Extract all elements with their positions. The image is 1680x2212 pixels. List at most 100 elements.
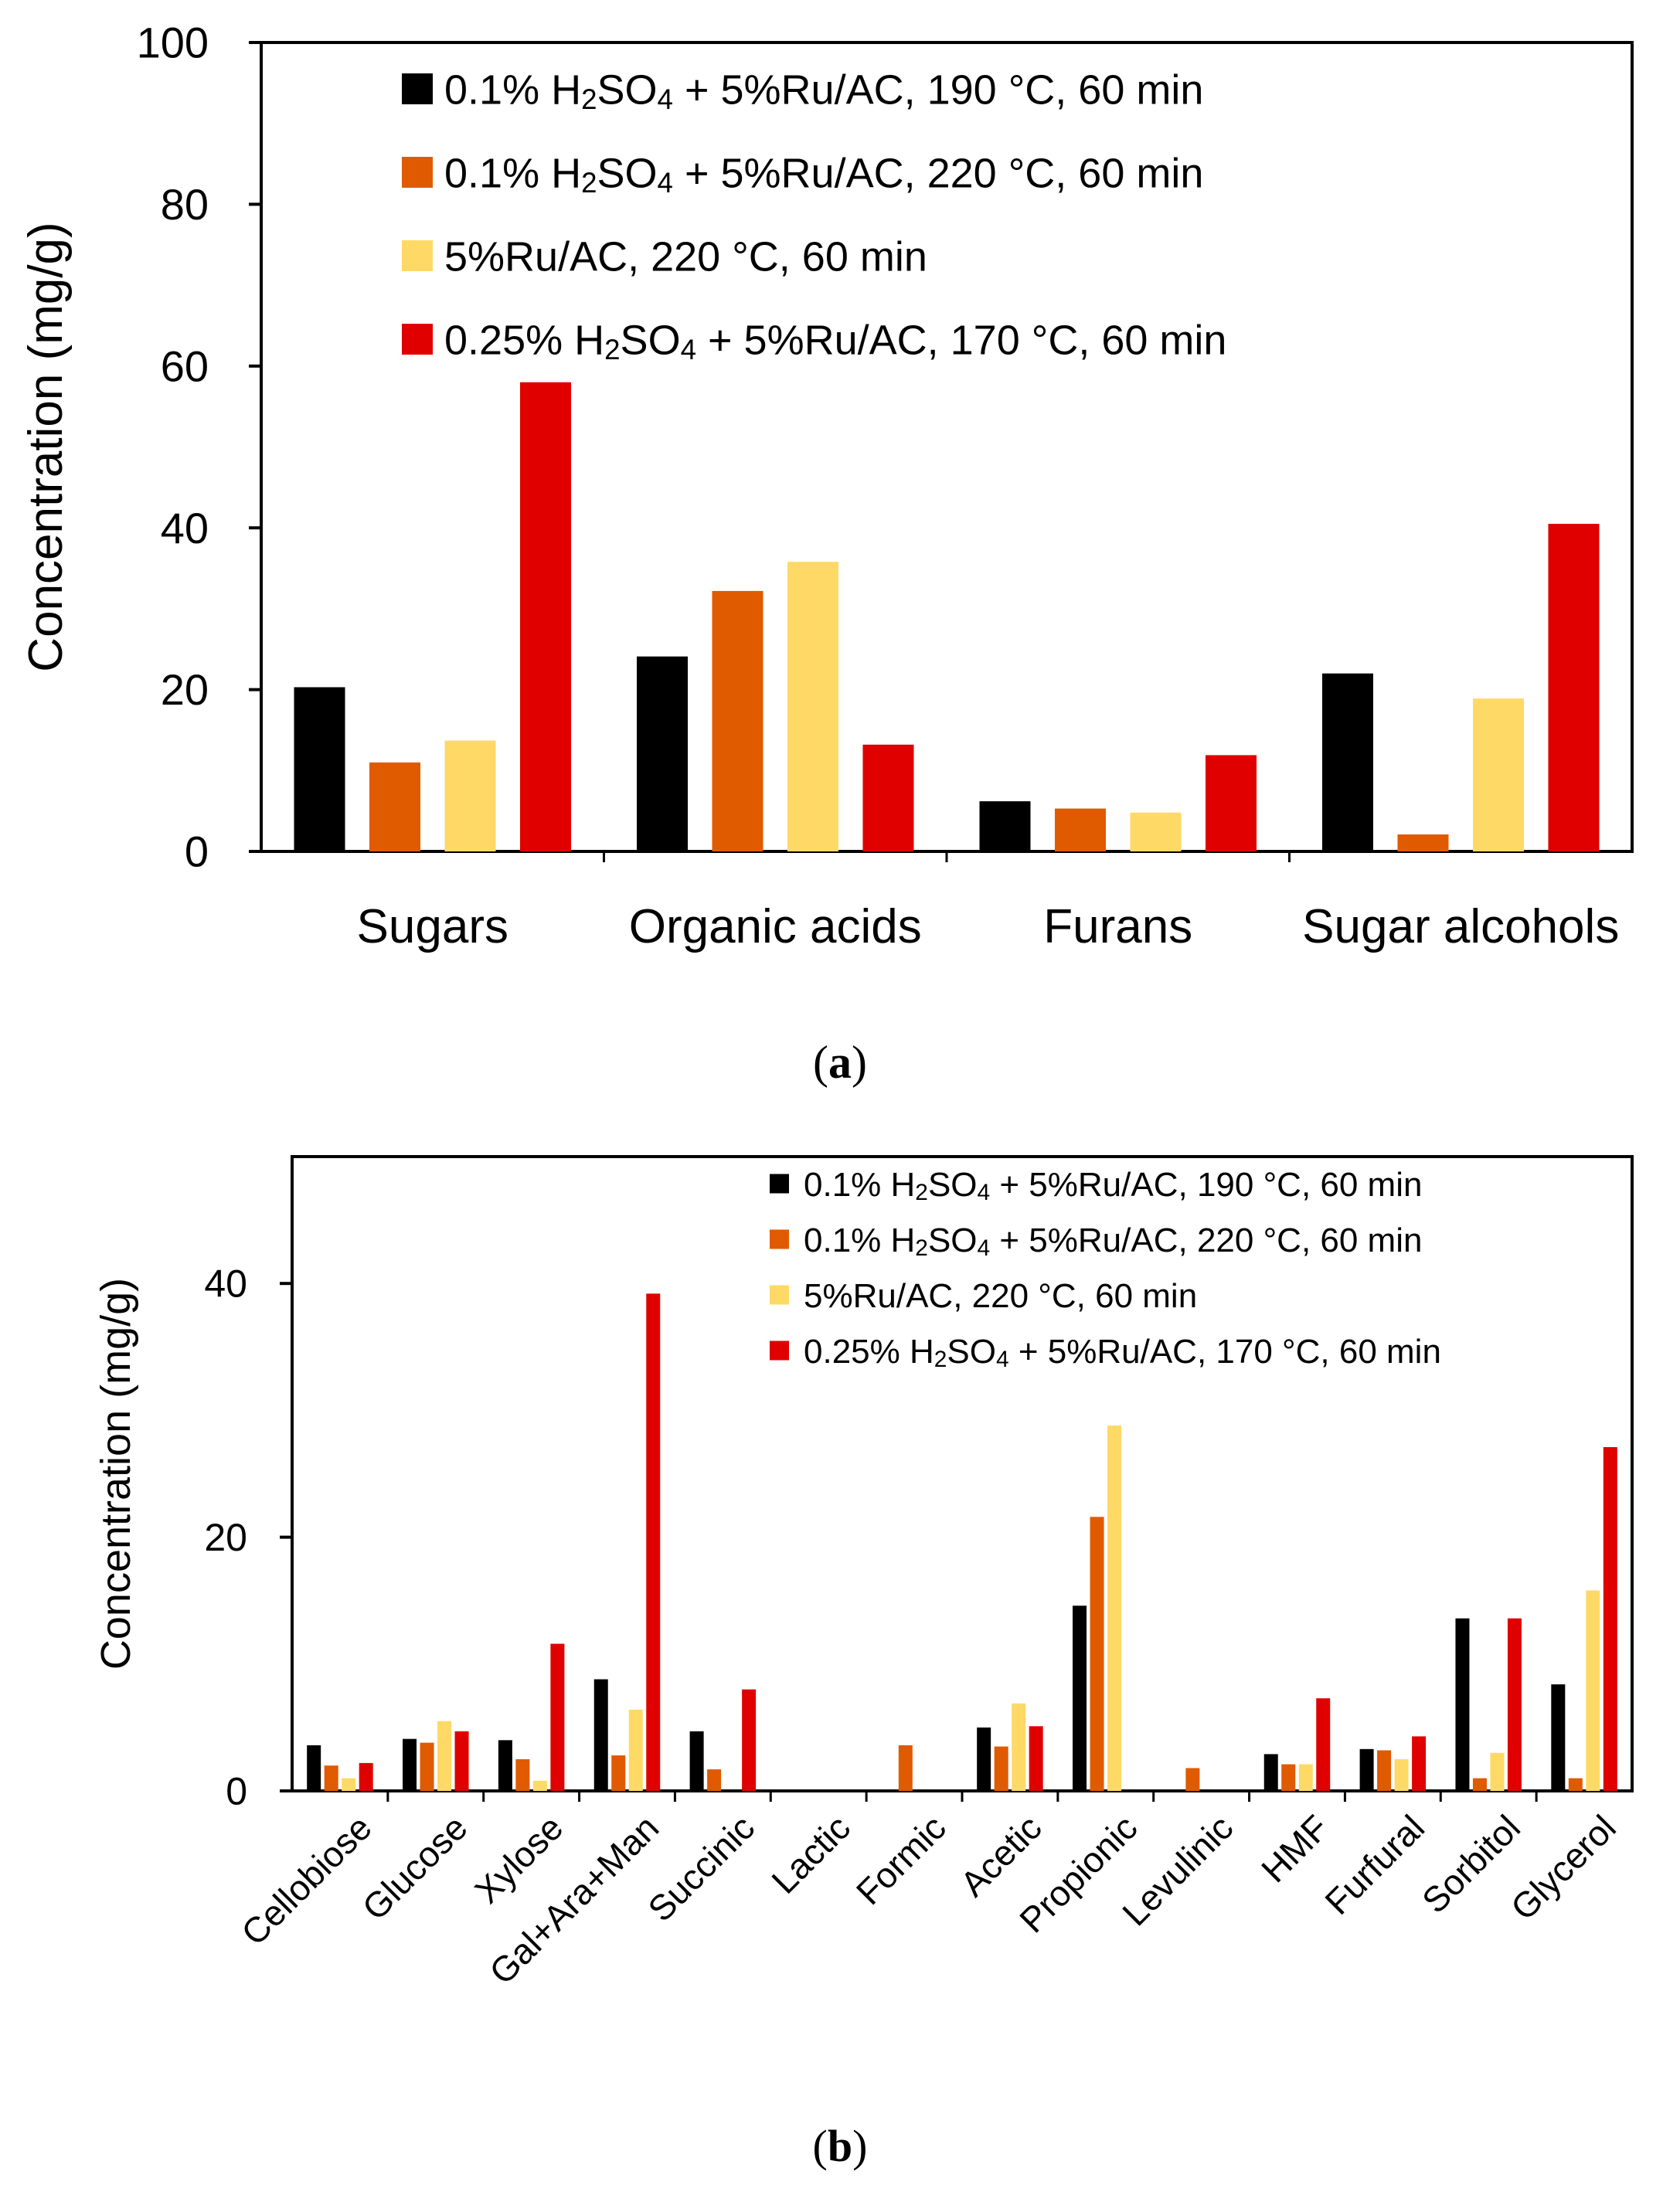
bar-hmf-series-2: [1281, 1764, 1296, 1791]
bar-glycerol-series-2: [1568, 1778, 1583, 1791]
bar-furans-series-4: [1206, 755, 1257, 851]
bar-hmf-series-1: [1263, 1754, 1278, 1791]
bar-glycerol-series-1: [1551, 1684, 1566, 1791]
bar-acetic-series-3: [1012, 1703, 1026, 1791]
bar-gal-ara-man-series-4: [646, 1293, 661, 1791]
bar-glucose-series-1: [403, 1738, 417, 1791]
bar-sugars-series-4: [520, 382, 571, 851]
y-tick-label: 0: [226, 1770, 247, 1813]
bar-organic-acids-series-3: [787, 562, 838, 851]
legend-entry-1: 0.1% H2SO4 + 5%Ru/AC, 190 °C, 60 min: [804, 1166, 1422, 1205]
bar-sugar-alcohols-series-2: [1397, 834, 1449, 851]
bar-acetic-series-4: [1029, 1726, 1043, 1791]
bar-sugar-alcohols-series-3: [1473, 698, 1524, 851]
bar-succinic-series-4: [742, 1689, 757, 1791]
bar-acetic-series-1: [977, 1727, 991, 1791]
chart-panel-a: 0 20 40 60 80 100 Concentration (mg/g) Sugars Or…: [19, 19, 1634, 1088]
bar-propionic-series-2: [1090, 1517, 1104, 1791]
bar-gal-ara-man-series-2: [611, 1755, 626, 1791]
bar-levulinic-series-2: [1185, 1768, 1200, 1791]
bar-organic-acids-series-4: [862, 744, 914, 851]
bar-furfural-series-2: [1377, 1750, 1392, 1791]
legend-swatch-2: [770, 1229, 789, 1249]
bar-propionic-series-3: [1107, 1425, 1122, 1791]
legend-swatch-4: [770, 1340, 789, 1361]
bar-organic-acids-series-2: [712, 590, 763, 851]
y-tick-label: 100: [137, 19, 209, 67]
bar-xylose-series-3: [532, 1780, 547, 1791]
bar-furans-series-1: [979, 801, 1031, 851]
bar-hmf-series-4: [1316, 1698, 1331, 1791]
legend-entry-4: 0.25% H2SO4 + 5%Ru/AC, 170 °C, 60 min: [444, 317, 1226, 365]
y-axis-title: Concentration (mg/g): [19, 222, 73, 671]
legend-swatch-3: [402, 240, 433, 271]
bar-sorbitol-series-2: [1472, 1778, 1487, 1791]
y-tick-label: 60: [161, 341, 209, 390]
y-tick-label: 20: [204, 1516, 247, 1559]
bar-glycerol-series-4: [1603, 1447, 1617, 1791]
legend-entry-2: 0.1% H2SO4 + 5%Ru/AC, 220 °C, 60 min: [444, 150, 1203, 198]
bar-furfural-series-1: [1359, 1748, 1374, 1791]
bar-furfural-series-4: [1412, 1736, 1427, 1791]
legend-entry-2: 0.1% H2SO4 + 5%Ru/AC, 220 °C, 60 min: [804, 1222, 1422, 1261]
bar-formic-series-2: [898, 1745, 913, 1791]
bar-succinic-series-2: [707, 1769, 722, 1791]
bar-cellobiose-series-1: [307, 1745, 321, 1791]
y-axis-title: Concentration (mg/g): [93, 1278, 139, 1670]
bar-sugar-alcohols-series-4: [1548, 523, 1600, 851]
x-tick-label-succinic: Succinic: [640, 1807, 762, 1929]
y-tick-label: 20: [161, 665, 209, 714]
bar-gal-ara-man-series-3: [628, 1709, 643, 1791]
bar-glucose-series-2: [420, 1742, 434, 1791]
x-tick-label-gal-ara-man: Gal+Ara+Man: [481, 1807, 666, 1992]
x-tick-label-sugars: Sugars: [357, 900, 508, 953]
y-tick-label: 80: [161, 180, 209, 229]
bar-furans-series-2: [1055, 808, 1106, 851]
bar-propionic-series-1: [1073, 1605, 1087, 1791]
x-tick-label-organic-acids: Organic acids: [629, 900, 922, 953]
x-tick-label-furans: Furans: [1043, 900, 1192, 953]
bar-cellobiose-series-2: [324, 1765, 338, 1791]
legend-entry-3: 5%Ru/AC, 220 °C, 60 min: [444, 233, 927, 280]
bar-xylose-series-2: [515, 1758, 530, 1791]
bar-gal-ara-man-series-1: [593, 1679, 608, 1791]
legend-entry-1: 0.1% H2SO4 + 5%Ru/AC, 190 °C, 60 min: [444, 66, 1203, 114]
y-tick-label: 0: [185, 827, 209, 876]
y-tick-label: 40: [204, 1262, 247, 1306]
x-tick-label-cellobiose: Cellobiose: [233, 1807, 379, 1953]
legend-swatch-1: [402, 73, 433, 104]
x-tick-label-formic: Formic: [849, 1807, 954, 1912]
x-tick-label-lactic: Lactic: [763, 1807, 858, 1901]
chart-panel-b: 0 20 40 Concentration (mg/g) CellobioseGluco…: [93, 1155, 1634, 2171]
legend-swatch-2: [402, 157, 433, 188]
bar-sorbitol-series-1: [1455, 1618, 1470, 1791]
legend-swatch-3: [770, 1285, 789, 1305]
bar-xylose-series-1: [498, 1740, 512, 1791]
x-tick-label-furfural: Furfural: [1317, 1807, 1432, 1922]
x-tick-label-hmf: HMF: [1253, 1807, 1336, 1890]
bar-sorbitol-series-4: [1507, 1618, 1522, 1791]
legend-swatch-4: [402, 324, 433, 355]
bar-sugars-series-1: [294, 687, 345, 851]
bar-sugars-series-3: [444, 740, 496, 851]
bar-sugar-alcohols-series-1: [1322, 673, 1373, 851]
x-tick-label-glucose: Glucose: [355, 1807, 475, 1928]
bar-organic-acids-series-1: [637, 656, 688, 851]
bar-furfural-series-3: [1394, 1758, 1409, 1791]
bar-cellobiose-series-4: [359, 1762, 373, 1791]
bar-acetic-series-2: [994, 1746, 1008, 1791]
x-tick-label-glycerol: Glycerol: [1503, 1807, 1624, 1928]
bar-succinic-series-1: [689, 1731, 704, 1791]
panel-label-b: (b): [813, 2121, 868, 2171]
bar-cellobiose-series-3: [342, 1778, 356, 1791]
x-tick-label-sugar-alcohols: Sugar alcohols: [1302, 900, 1619, 953]
bar-xylose-series-4: [550, 1643, 565, 1791]
bar-glucose-series-4: [454, 1731, 469, 1791]
y-tick-label: 40: [161, 504, 209, 552]
panel-label-a: (a): [813, 1037, 867, 1088]
bar-furans-series-3: [1130, 812, 1182, 851]
legend-swatch-1: [770, 1174, 789, 1194]
bar-sorbitol-series-3: [1490, 1752, 1505, 1791]
bar-sugars-series-2: [369, 762, 420, 851]
